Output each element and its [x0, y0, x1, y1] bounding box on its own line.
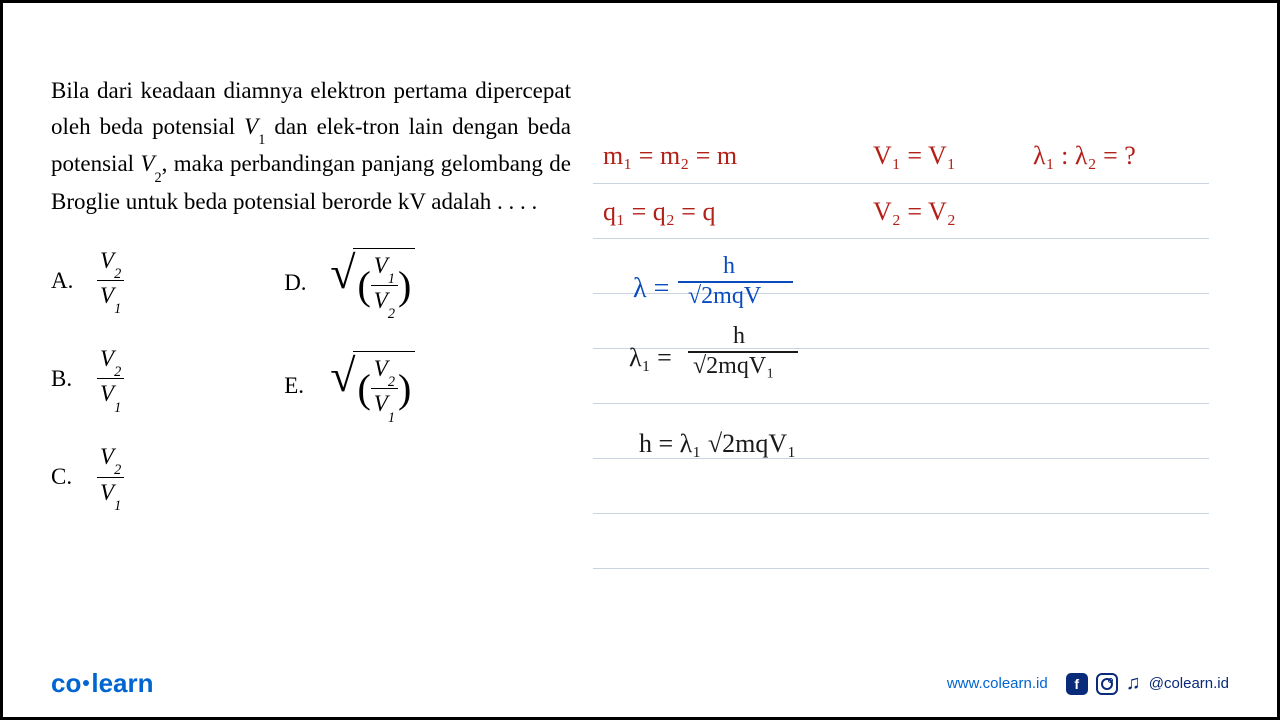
- option-a-label: A.: [51, 268, 75, 294]
- instagram-icon[interactable]: [1096, 673, 1118, 695]
- ruled-line: [593, 238, 1209, 239]
- option-d-expr: √ ( V1 V2 ): [330, 248, 415, 319]
- option-b-label: B.: [51, 366, 75, 392]
- handwriting-v1-eq: V₁ = V₁: [873, 141, 956, 171]
- footer-url[interactable]: www.colearn.id: [947, 675, 1048, 692]
- handwriting-lambda-formula-den: √2mqV: [688, 283, 761, 310]
- options-col-right: D. √ ( V1 V2 ) E. √: [284, 248, 415, 511]
- handwriting-fraction-line-0: [678, 281, 793, 283]
- ruled-line: [593, 568, 1209, 569]
- brand-left: co: [51, 668, 81, 698]
- handwriting-lambda1-num: h: [733, 323, 745, 350]
- footer-right: www.colearn.id f ♫ @colearn.id: [947, 672, 1229, 695]
- handwriting-m-eq: m₁ = m₂ = m: [603, 141, 737, 171]
- ruled-line: [593, 348, 1209, 349]
- handwriting-lambda1-lhs: λ₁ =: [629, 343, 672, 373]
- option-a-expr: V2 V1: [97, 248, 124, 314]
- brand-right: learn: [91, 668, 153, 698]
- handwriting-h-eq: h = λ₁ √2mqV₁: [639, 429, 796, 459]
- handwriting-lambda-formula-num: h: [723, 253, 735, 280]
- handwriting-q-eq: q₁ = q₂ = q: [603, 197, 715, 227]
- options-col-left: A. V2 V1 B. V2 V1 C. V2 V1: [51, 248, 124, 511]
- option-e-label: E.: [284, 373, 308, 399]
- ruled-line: [593, 183, 1209, 184]
- tiktok-icon[interactable]: ♫: [1126, 672, 1141, 695]
- ruled-line: [593, 293, 1209, 294]
- facebook-icon[interactable]: f: [1066, 673, 1088, 695]
- handwriting-area: m₁ = m₂ = m V₁ = V₁ λ₁ : λ₂ = ? q₁ = q₂ = q…: [593, 133, 1233, 593]
- question-text: Bila dari keadaan diamnya elektron perta…: [51, 73, 571, 220]
- brand-dot-icon: [83, 680, 89, 686]
- options-container: A. V2 V1 B. V2 V1 C. V2 V1: [51, 248, 571, 511]
- handwriting-ratio: λ₁ : λ₂ = ?: [1033, 141, 1136, 171]
- handwriting-lambda1-den: √2mqV₁: [693, 353, 775, 380]
- option-d: D. √ ( V1 V2 ): [284, 248, 415, 319]
- ruled-line: [593, 403, 1209, 404]
- option-c: C. V2 V1: [51, 444, 124, 510]
- option-a: A. V2 V1: [51, 248, 124, 314]
- handwriting-lambda-formula-lhs: λ =: [633, 273, 669, 305]
- footer: colearn www.colearn.id f ♫ @colearn.id: [51, 668, 1229, 699]
- brand-logo: colearn: [51, 668, 154, 699]
- option-e-expr: √ ( V2 V1 ): [330, 351, 415, 422]
- option-c-label: C.: [51, 464, 75, 490]
- option-e: E. √ ( V2 V1 ): [284, 351, 415, 422]
- handwriting-fraction-line-1: [688, 351, 798, 353]
- ruled-line: [593, 513, 1209, 514]
- option-d-label: D.: [284, 270, 308, 296]
- option-b: B. V2 V1: [51, 346, 124, 412]
- option-b-expr: V2 V1: [97, 346, 124, 412]
- option-c-expr: V2 V1: [97, 444, 124, 510]
- social-handle[interactable]: @colearn.id: [1149, 675, 1229, 692]
- social-icons: f ♫ @colearn.id: [1066, 672, 1229, 695]
- question-block: Bila dari keadaan diamnya elektron perta…: [51, 73, 571, 510]
- handwriting-v2-eq: V₂ = V₂: [873, 197, 956, 227]
